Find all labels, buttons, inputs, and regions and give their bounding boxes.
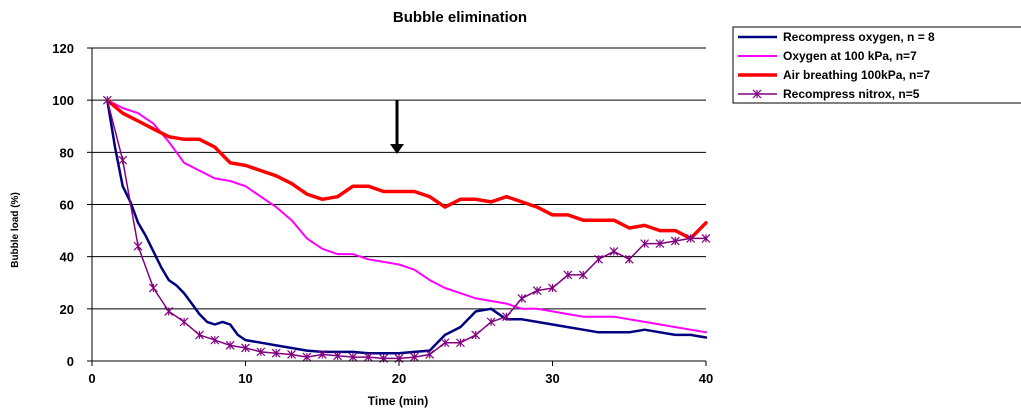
data-point <box>317 350 327 359</box>
series-line <box>106 99 707 360</box>
data-point <box>578 270 588 280</box>
data-point <box>609 247 619 256</box>
gridlines <box>92 47 706 310</box>
data-point <box>455 338 465 348</box>
data-point <box>302 352 312 362</box>
series-line <box>105 98 708 241</box>
x-tick-label: 40 <box>699 371 713 386</box>
data-point <box>409 352 419 362</box>
x-axis-label: Time (min) <box>368 394 428 408</box>
y-tick-label: 0 <box>67 354 74 369</box>
y-tick-labels: 0 20 40 60 80 100 120 <box>52 41 74 369</box>
y-tick-label: 100 <box>52 93 74 108</box>
data-point <box>548 283 557 293</box>
data-point <box>425 350 435 359</box>
data-point <box>594 254 603 264</box>
data-point <box>640 239 650 249</box>
data-point <box>333 351 343 361</box>
data-point <box>532 286 542 295</box>
data-point <box>363 352 373 362</box>
x-tick-label: 0 <box>88 371 95 386</box>
chart-title: Bubble elimination <box>393 9 527 26</box>
y-tick-label: 40 <box>60 250 74 265</box>
legend-label: Recompress oxygen, n = 8 <box>783 30 935 44</box>
y-tick-label: 120 <box>52 41 74 56</box>
y-tick-label: 60 <box>60 198 74 213</box>
legend-label: Oxygen at 100 kPa, n=7 <box>783 49 917 63</box>
data-point <box>287 350 296 359</box>
data-point <box>271 348 281 358</box>
x-tick-label: 30 <box>545 371 559 386</box>
data-point <box>502 312 511 322</box>
data-point <box>686 233 696 243</box>
series-line <box>106 99 707 334</box>
data-point <box>225 340 235 350</box>
data-point <box>563 270 573 280</box>
data-point <box>195 330 204 340</box>
series-markers <box>102 95 711 363</box>
data-point <box>440 338 450 348</box>
y-axis-label: Bubble load (%) <box>10 192 21 268</box>
legend-label: Recompress nitrox, n=5 <box>783 87 920 101</box>
y-tick-label: 80 <box>60 145 74 160</box>
series-lines <box>105 98 708 360</box>
data-point <box>701 233 711 243</box>
data-point <box>118 155 128 165</box>
data-point <box>148 283 158 293</box>
legend-label: Air breathing 100kPa, n=7 <box>783 68 930 82</box>
data-point <box>241 343 250 353</box>
data-point <box>655 239 665 249</box>
data-point <box>486 317 496 327</box>
x-tick-label: 10 <box>238 371 252 386</box>
data-point <box>179 317 189 327</box>
arrow-head <box>390 144 404 154</box>
annotation-arrow <box>390 100 404 154</box>
axes <box>87 47 707 366</box>
data-point <box>471 330 481 340</box>
y-tick-label: 20 <box>60 302 74 317</box>
data-point <box>624 254 634 264</box>
data-point <box>102 95 112 105</box>
legend-marker <box>752 89 762 99</box>
x-tick-labels: 0 10 20 30 40 <box>88 371 713 386</box>
data-point <box>164 307 174 316</box>
data-point <box>133 241 143 251</box>
legend: Recompress oxygen, n = 8 Oxygen at 100 kP… <box>732 26 1021 104</box>
x-tick-label: 20 <box>392 371 406 386</box>
data-point <box>517 293 527 303</box>
data-point <box>210 335 220 345</box>
data-point <box>670 236 680 246</box>
data-point <box>348 352 358 362</box>
legend-box <box>732 26 1021 104</box>
data-point <box>256 347 266 357</box>
